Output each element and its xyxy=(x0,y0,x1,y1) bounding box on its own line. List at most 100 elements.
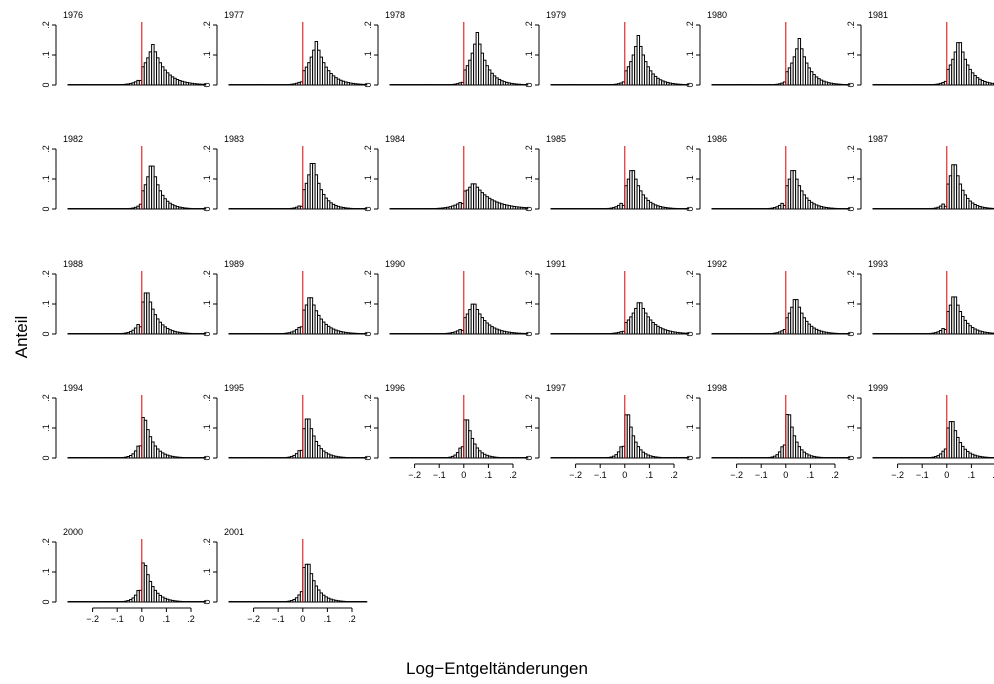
x-axis-title: Log−Entgeltänderungen xyxy=(406,659,588,678)
y-tick-label: .1 xyxy=(846,51,856,59)
y-tick-label: .1 xyxy=(524,51,534,59)
histogram-panel-1995: 1995 0 .1 .2 xyxy=(202,383,368,461)
y-tick-label: .1 xyxy=(41,424,51,432)
x-tick-label: −.2 xyxy=(730,470,743,480)
x-tick-label: −.2 xyxy=(408,470,421,480)
x-tick-label: −.2 xyxy=(569,470,582,480)
panel-title: 1995 xyxy=(224,383,244,393)
y-tick-label: .2 xyxy=(846,270,856,278)
histogram-panel-1990: 1990 0 .1 .2 xyxy=(363,259,529,337)
panel-title: 1981 xyxy=(868,10,888,20)
histogram-panels: 19760.1.219770.1.219780.1.219790.1.21980… xyxy=(41,10,994,624)
x-tick-label: 0 xyxy=(300,614,305,624)
y-tick-label: 0 xyxy=(685,331,695,336)
y-tick-label: .1 xyxy=(685,300,695,308)
y-tick-label: .1 xyxy=(363,424,373,432)
y-tick-label: 0 xyxy=(363,455,373,460)
histogram-panel-1988: 1988 0 .1 .2 xyxy=(41,259,207,337)
y-tick-label: 0 xyxy=(202,331,212,336)
panel-title: 1985 xyxy=(546,134,566,144)
histogram-panel-1997: 1997 0 .1 .2 −.2 −.1 0 .1 .2 xyxy=(524,383,690,480)
y-tick-label: .1 xyxy=(202,424,212,432)
y-tick-label: .2 xyxy=(846,145,856,153)
histogram-panel-1981: 1981 0 .1 .2 xyxy=(846,10,994,88)
y-tick-label: .1 xyxy=(41,300,51,308)
histogram-panel-1976: 1976 0 .1 .2 xyxy=(41,10,207,88)
x-tick-label: −.1 xyxy=(755,470,768,480)
y-tick-label: .1 xyxy=(524,300,534,308)
y-tick-label: 0 xyxy=(363,82,373,87)
y-tick-label: .2 xyxy=(41,394,51,402)
x-tick-label: −.2 xyxy=(891,470,904,480)
panel-title: 1988 xyxy=(63,259,83,269)
x-tick-label: 0 xyxy=(139,614,144,624)
y-tick-label: .1 xyxy=(363,51,373,59)
y-tick-label: .1 xyxy=(41,51,51,59)
y-tick-label: .2 xyxy=(41,145,51,153)
panel-title: 1989 xyxy=(224,259,244,269)
y-tick-label: .2 xyxy=(202,145,212,153)
y-tick-label: .2 xyxy=(41,270,51,278)
y-tick-label: 0 xyxy=(685,206,695,211)
x-tick-label: −.1 xyxy=(111,614,124,624)
x-tick-label: .2 xyxy=(187,614,195,624)
histogram-panel-1985: 1985 0 .1 .2 xyxy=(524,134,690,212)
panel-title: 1999 xyxy=(868,383,888,393)
y-tick-label: .2 xyxy=(685,21,695,29)
y-tick-label: .1 xyxy=(202,300,212,308)
histogram-panel-1996: 1996 0 .1 .2 −.2 −.1 0 .1 .2 xyxy=(363,383,529,480)
y-tick-label: 0 xyxy=(41,206,51,211)
x-tick-label: −.2 xyxy=(86,614,99,624)
y-tick-label: .2 xyxy=(363,21,373,29)
histogram-panel-1991: 1991 0 .1 .2 xyxy=(524,259,690,337)
y-tick-label: .1 xyxy=(846,300,856,308)
y-tick-label: 0 xyxy=(846,82,856,87)
y-tick-label: .2 xyxy=(41,21,51,29)
panel-title: 1998 xyxy=(707,383,727,393)
histogram-panel-1984: 1984 0 .1 .2 xyxy=(363,134,529,212)
y-tick-label: .2 xyxy=(363,394,373,402)
panel-title: 1984 xyxy=(385,134,405,144)
y-tick-label: .1 xyxy=(202,568,212,576)
x-tick-label: .1 xyxy=(485,470,493,480)
panel-title: 1996 xyxy=(385,383,405,393)
y-tick-label: .1 xyxy=(846,175,856,183)
y-tick-label: 0 xyxy=(524,206,534,211)
y-tick-label: .1 xyxy=(202,51,212,59)
histogram-panel-1979: 1979 0 .1 .2 xyxy=(524,10,690,88)
y-tick-label: .2 xyxy=(202,538,212,546)
histogram-panel-1980: 1980 0 .1 .2 xyxy=(685,10,851,88)
histogram-panel-1978: 1978 0 .1 .2 xyxy=(363,10,529,88)
panel-title: 1992 xyxy=(707,259,727,269)
y-tick-label: 0 xyxy=(41,82,51,87)
x-tick-label: .2 xyxy=(831,470,839,480)
y-tick-label: .1 xyxy=(846,424,856,432)
y-tick-label: .1 xyxy=(363,175,373,183)
x-tick-label: .2 xyxy=(509,470,517,480)
y-tick-label: 0 xyxy=(41,599,51,604)
y-tick-label: .1 xyxy=(41,568,51,576)
y-tick-label: 0 xyxy=(41,455,51,460)
y-tick-label: .2 xyxy=(202,394,212,402)
y-tick-label: 0 xyxy=(846,455,856,460)
x-tick-label: 0 xyxy=(783,470,788,480)
x-tick-label: −.1 xyxy=(433,470,446,480)
y-tick-label: .1 xyxy=(685,51,695,59)
y-tick-label: .1 xyxy=(524,424,534,432)
y-tick-label: .2 xyxy=(363,145,373,153)
panel-title: 2001 xyxy=(224,527,244,537)
x-tick-label: .1 xyxy=(163,614,171,624)
y-tick-label: .2 xyxy=(202,270,212,278)
panel-title: 1977 xyxy=(224,10,244,20)
panel-title: 1990 xyxy=(385,259,405,269)
x-tick-label: .1 xyxy=(968,470,976,480)
y-tick-label: .2 xyxy=(524,270,534,278)
y-tick-label: .2 xyxy=(685,145,695,153)
panel-title: 2000 xyxy=(63,527,83,537)
x-tick-label: .2 xyxy=(992,470,994,480)
y-tick-label: .1 xyxy=(685,424,695,432)
y-tick-label: 0 xyxy=(685,455,695,460)
y-tick-label: .2 xyxy=(202,21,212,29)
y-tick-label: 0 xyxy=(524,455,534,460)
y-tick-label: 0 xyxy=(202,82,212,87)
